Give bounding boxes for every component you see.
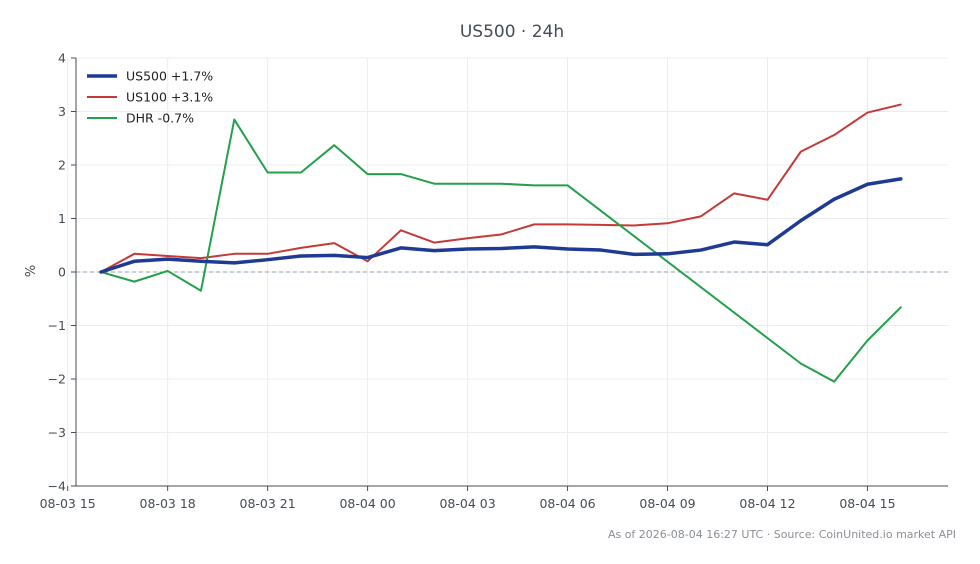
y-tick-label: −3 xyxy=(48,425,66,440)
y-tick-label: −4 xyxy=(48,479,66,494)
footer-source: As of 2026-08-04 16:27 UTC · Source: Coi… xyxy=(608,528,956,541)
x-ticks: 08-03 15 08-03 18 08-03 21 08-04 00 08-04 03… xyxy=(40,486,896,511)
x-tick-label: 08-03 18 xyxy=(140,496,196,511)
y-tick-label: 3 xyxy=(58,104,66,119)
x-tick-label: 08-04 03 xyxy=(439,496,495,511)
y-axis-label: % xyxy=(24,265,39,277)
legend: US500 +1.7% US100 +3.1% DHR -0.7% xyxy=(87,69,213,126)
legend-label: US500 +1.7% xyxy=(126,69,213,84)
y-tick-label: 0 xyxy=(58,265,66,280)
grid xyxy=(67,57,948,487)
x-tick-label: 08-04 15 xyxy=(839,496,895,511)
y-tick-label: 4 xyxy=(58,51,66,66)
y-tick-label: 1 xyxy=(58,211,66,226)
legend-label: US100 +3.1% xyxy=(126,90,213,105)
chart-title: US500 · 24h xyxy=(460,22,564,42)
series-line-us500 xyxy=(99,177,903,274)
x-tick-label: 08-04 12 xyxy=(739,496,795,511)
x-tick-label: 08-04 06 xyxy=(539,496,595,511)
y-tick-label: −2 xyxy=(48,372,66,387)
y-tick-label: 2 xyxy=(58,158,66,173)
y-tick-label: −1 xyxy=(48,318,66,333)
series-line-us100 xyxy=(99,103,902,273)
legend-label: DHR -0.7% xyxy=(126,111,194,126)
y-ticks: −4 −3 −2 −1 0 1 2 3 4 xyxy=(48,51,76,494)
series-group xyxy=(99,103,903,383)
x-tick-label: 08-03 21 xyxy=(240,496,296,511)
x-tick-label: 08-04 00 xyxy=(339,496,395,511)
x-tick-label: 08-04 09 xyxy=(639,496,695,511)
x-tick-label: 08-03 15 xyxy=(40,496,96,511)
series-line-dhr xyxy=(99,118,902,383)
